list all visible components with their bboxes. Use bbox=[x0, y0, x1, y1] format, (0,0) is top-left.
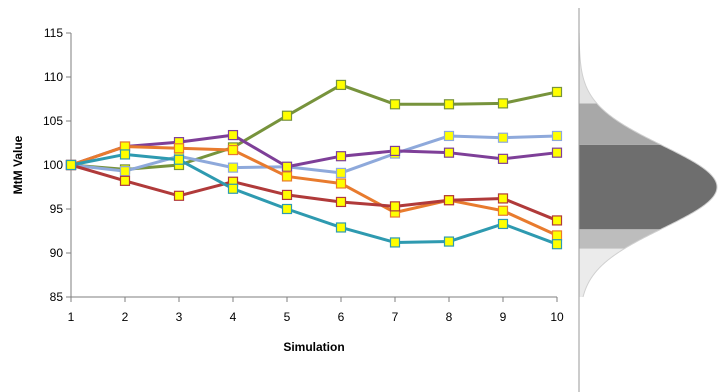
series-6-point bbox=[227, 183, 239, 194]
series-5-point bbox=[497, 193, 509, 204]
y-tick-label: 115 bbox=[44, 26, 63, 40]
x-tick-label: 6 bbox=[338, 310, 345, 324]
x-tick-label: 4 bbox=[230, 310, 237, 324]
series-3-point bbox=[335, 151, 347, 162]
series-6-point bbox=[335, 222, 347, 233]
series-2-point bbox=[119, 166, 131, 177]
series-3-point bbox=[551, 147, 563, 158]
series-1-point bbox=[443, 99, 455, 110]
series-1-point bbox=[281, 110, 293, 121]
series-6-point bbox=[551, 239, 563, 250]
series-3-point bbox=[389, 145, 401, 157]
series-6-point bbox=[389, 237, 401, 248]
series-1-point bbox=[335, 79, 347, 91]
y-tick-label: 100 bbox=[43, 158, 63, 172]
x-tick-label: 3 bbox=[176, 310, 183, 324]
series-5-point bbox=[443, 195, 455, 206]
x-tick-label: 2 bbox=[122, 310, 129, 324]
distribution-panel bbox=[578, 8, 718, 392]
series-4-point bbox=[497, 205, 509, 216]
series-5-point bbox=[389, 201, 401, 212]
x-axis-title: Simulation bbox=[283, 340, 344, 354]
x-tick-label: 10 bbox=[550, 310, 564, 324]
series-1-point bbox=[389, 99, 401, 110]
series-5-point bbox=[281, 189, 293, 201]
series-line-5 bbox=[70, 163, 558, 222]
series-line-3 bbox=[70, 133, 558, 169]
series-4-point bbox=[335, 178, 347, 189]
series-2-point bbox=[227, 162, 239, 173]
series-4-point bbox=[227, 144, 239, 156]
x-tick-label: 7 bbox=[392, 310, 399, 324]
series-5-point bbox=[551, 215, 563, 226]
plot-area: 85 90 95 100 105 110 115 1 2 3 4 5 6 7 8 9 10 bbox=[43, 26, 564, 324]
series-3-point bbox=[497, 153, 509, 164]
series-1-point bbox=[497, 98, 509, 109]
series-6-point bbox=[281, 203, 293, 215]
y-axis-title: MtM Value bbox=[11, 135, 25, 194]
series-2-point bbox=[443, 130, 455, 142]
series-line-1 bbox=[70, 83, 558, 171]
series-2-point bbox=[551, 130, 563, 142]
series-4-point bbox=[281, 171, 293, 182]
x-tick-label: 8 bbox=[446, 310, 453, 324]
series-4-point bbox=[173, 143, 185, 154]
series-1-point bbox=[551, 86, 563, 98]
y-tick-label: 95 bbox=[50, 202, 64, 216]
series-3-point bbox=[281, 161, 293, 172]
y-tick-label: 90 bbox=[50, 246, 64, 260]
x-tick-label: 1 bbox=[68, 310, 75, 324]
series-line-4 bbox=[70, 145, 558, 237]
y-tick-label: 85 bbox=[50, 290, 64, 304]
series-6-point bbox=[65, 159, 77, 171]
series-6-point bbox=[443, 236, 455, 247]
y-tick-label: 110 bbox=[44, 70, 63, 84]
x-tick-label: 9 bbox=[500, 310, 507, 324]
series-6-point bbox=[497, 218, 509, 230]
y-tick-label: 105 bbox=[43, 114, 63, 128]
series-5-point bbox=[119, 175, 131, 186]
series-2-point bbox=[497, 132, 509, 143]
distribution-band-1 bbox=[579, 248, 625, 297]
series-line-6 bbox=[70, 152, 558, 246]
series-3-point bbox=[443, 147, 455, 158]
distribution-band-5 bbox=[579, 33, 597, 104]
series-6-point bbox=[173, 154, 185, 165]
series-2-point bbox=[335, 167, 347, 179]
series-line-2 bbox=[70, 134, 558, 175]
series-6-point bbox=[119, 149, 131, 160]
distribution-curve bbox=[578, 32, 718, 298]
series-5-point bbox=[173, 190, 185, 201]
x-tick-label: 5 bbox=[284, 310, 291, 324]
series-4-point bbox=[551, 230, 563, 241]
series-5-point bbox=[335, 196, 347, 208]
series-3-point bbox=[227, 129, 239, 141]
distribution-band-2 bbox=[579, 229, 661, 249]
distribution-band-3 bbox=[579, 144, 717, 230]
